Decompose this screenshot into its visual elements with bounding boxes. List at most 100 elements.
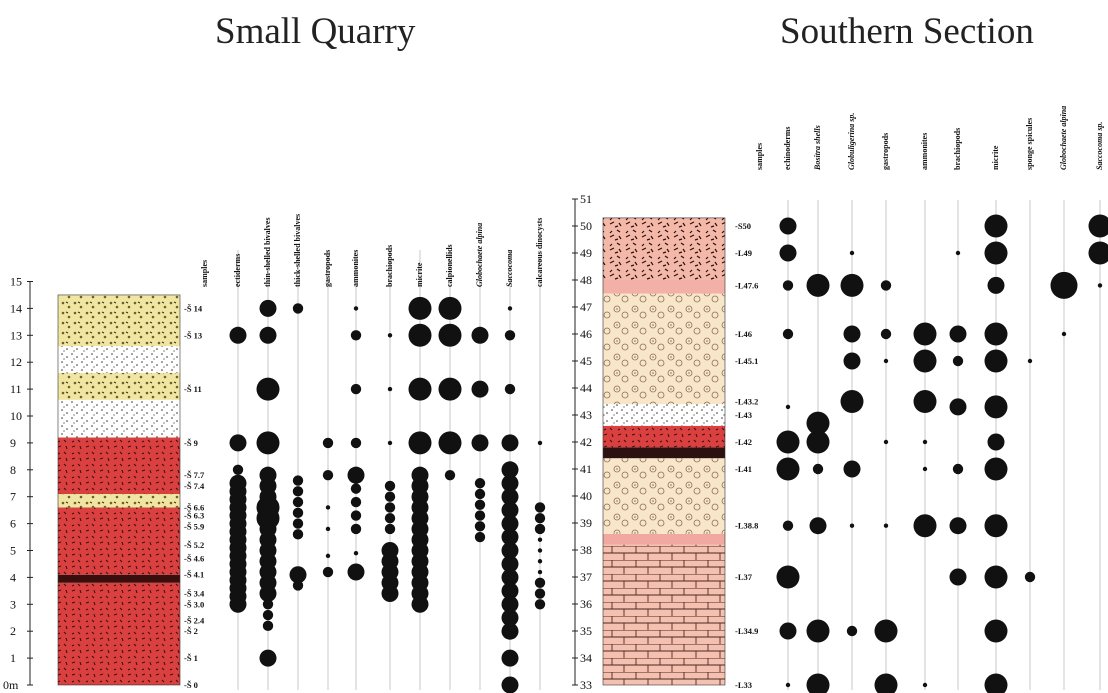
sample-label: -Š 7.4 bbox=[184, 481, 205, 491]
lithology-bed bbox=[58, 346, 180, 373]
abundance-dot bbox=[806, 273, 830, 297]
abundance-dot bbox=[384, 491, 396, 502]
sample-label: -L47.6 bbox=[735, 280, 758, 290]
axis-tick-label: 39 bbox=[580, 516, 592, 530]
abundance-dot bbox=[874, 673, 898, 693]
abundance-dot bbox=[438, 296, 462, 320]
abundance-dot bbox=[840, 273, 864, 297]
abundance-dot bbox=[883, 439, 889, 445]
lithology-bed bbox=[58, 372, 180, 400]
abundance-dot bbox=[501, 568, 519, 586]
lithology-bed bbox=[603, 217, 725, 280]
abundance-dot bbox=[474, 510, 486, 521]
sample-label: -L41 bbox=[735, 464, 752, 474]
abundance-dot bbox=[782, 280, 794, 291]
column-header: Bositra shells bbox=[813, 125, 822, 171]
log-outline bbox=[602, 217, 726, 686]
abundance-dot bbox=[474, 531, 486, 543]
abundance-dot bbox=[471, 380, 489, 398]
abundance-dot bbox=[987, 433, 1005, 451]
abundance-dot bbox=[776, 430, 800, 454]
column-header: Globochaete alpina bbox=[1059, 106, 1068, 170]
axis-tick-label: 11 bbox=[10, 382, 22, 396]
lithology-bed bbox=[58, 507, 180, 575]
sample-label: -Š 3.0 bbox=[184, 599, 204, 609]
abundance-dot bbox=[501, 555, 519, 573]
column-header: brachiopods bbox=[953, 128, 962, 170]
small-quarry-abundance-dots bbox=[229, 296, 546, 693]
abundance-dot bbox=[785, 682, 791, 688]
column-header: Saccocoma bbox=[505, 250, 514, 287]
abundance-dot bbox=[501, 676, 519, 693]
abundance-dot bbox=[537, 537, 543, 542]
abundance-dot bbox=[1061, 331, 1067, 337]
log-outline bbox=[57, 294, 181, 686]
abundance-dot bbox=[880, 328, 892, 340]
lithology-bed bbox=[603, 280, 725, 294]
abundance-dot bbox=[922, 466, 928, 472]
abundance-dot bbox=[259, 649, 277, 667]
abundance-dot bbox=[350, 330, 362, 341]
column-header: calcareous dinocysts bbox=[535, 218, 544, 287]
abundance-dot bbox=[874, 619, 898, 643]
abundance-dot bbox=[913, 349, 937, 373]
abundance-dot bbox=[387, 386, 393, 392]
abundance-dot bbox=[984, 349, 1008, 373]
abundance-dot bbox=[292, 496, 304, 508]
abundance-dot bbox=[984, 673, 1008, 693]
abundance-dot bbox=[1024, 571, 1036, 583]
abundance-dot bbox=[408, 431, 432, 455]
lithology-bed bbox=[58, 294, 180, 347]
abundance-dot bbox=[507, 306, 513, 311]
abundance-dot bbox=[256, 431, 280, 455]
abundance-dot bbox=[883, 358, 889, 364]
abundance-dot bbox=[289, 566, 307, 584]
abundance-dot bbox=[292, 486, 304, 497]
sample-label: -Š 11 bbox=[184, 384, 202, 394]
sample-label: -L43 bbox=[735, 410, 752, 420]
abundance-dot bbox=[381, 585, 399, 603]
axis-tick-label: 43 bbox=[580, 408, 592, 422]
axis-tick-label: 0m bbox=[3, 678, 19, 692]
abundance-dot bbox=[922, 682, 928, 688]
abundance-dot bbox=[259, 585, 277, 603]
sample-label: -L49 bbox=[735, 248, 752, 258]
abundance-dot bbox=[292, 303, 304, 314]
abundance-dot bbox=[350, 496, 362, 508]
abundance-dot bbox=[949, 325, 967, 343]
column-header: sponge spicules bbox=[1025, 118, 1034, 170]
abundance-dot bbox=[387, 440, 393, 446]
sample-label: -L45.1 bbox=[735, 356, 758, 366]
axis-tick-label: 37 bbox=[580, 570, 592, 584]
abundance-dot bbox=[534, 523, 546, 535]
abundance-dot bbox=[880, 280, 892, 291]
axis-tick-label: 12 bbox=[10, 355, 22, 369]
lithology-bed bbox=[58, 582, 180, 685]
axis-tick-label: 49 bbox=[580, 246, 592, 260]
lithology-bed bbox=[603, 544, 725, 685]
axis-tick-label: 48 bbox=[580, 273, 592, 287]
abundance-dot bbox=[292, 507, 304, 519]
abundance-dot bbox=[292, 475, 304, 486]
southern-section-abundance-dots bbox=[776, 214, 1108, 693]
abundance-dot bbox=[806, 411, 830, 435]
axis-tick-label: 36 bbox=[580, 597, 592, 611]
column-header: gastropods bbox=[323, 250, 332, 287]
lithology-bed bbox=[603, 293, 725, 405]
axis-tick-label: 7 bbox=[10, 490, 16, 504]
sample-label: -Š 6.6 bbox=[184, 502, 204, 512]
sample-label: -L38.8 bbox=[735, 521, 758, 531]
abundance-dot bbox=[913, 322, 937, 346]
abundance-dot bbox=[849, 523, 855, 528]
lithology-bed bbox=[603, 404, 725, 426]
abundance-dot bbox=[537, 440, 543, 446]
axis-tick-label: 50 bbox=[580, 219, 592, 233]
abundance-dot bbox=[501, 515, 519, 533]
abundance-dot bbox=[952, 355, 964, 367]
abundance-dot bbox=[913, 390, 937, 413]
sample-label: -Š 4.6 bbox=[184, 554, 204, 564]
axis-tick-label: 6 bbox=[10, 517, 16, 531]
southern-section-depth-axis: 33 34 35 36 37 38 39 40 41 42 43 44 45 46 47 48 49 50 51 bbox=[572, 192, 592, 692]
sample-label: -Š 7.7 bbox=[184, 470, 205, 480]
abundance-dot bbox=[474, 499, 486, 510]
